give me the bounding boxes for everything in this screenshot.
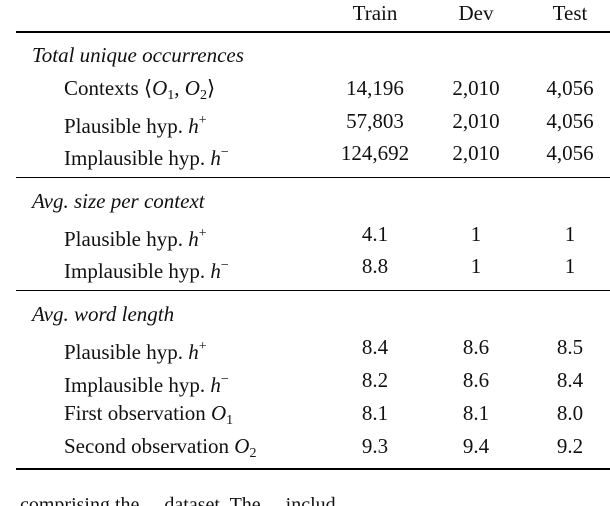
section-title: Total unique occurrences [32, 43, 244, 67]
cell-dev: 2,010 [452, 76, 500, 100]
rule-mid [16, 177, 610, 178]
table-row: Second observation O2 9.3 9.4 9.2 [16, 431, 610, 461]
column-header-train: Train [352, 1, 398, 25]
cell-test: 4,056 [546, 76, 594, 100]
cell-test: 8.4 [556, 368, 584, 392]
table-row: First observation O1 8.1 8.1 8.0 [16, 398, 610, 428]
table-row: Plausible hyp. h+ 57,803 2,010 4,056 [16, 106, 610, 138]
cell-dev: 1 [470, 222, 482, 246]
row-label: Plausible hyp. h+ [64, 226, 207, 251]
row-label: Contexts ⟨O1, O2⟩ [64, 76, 216, 103]
row-label: Plausible hyp. h+ [64, 113, 207, 138]
rule-mid [16, 290, 610, 291]
cell-train: 8.1 [361, 401, 389, 425]
row-label: Implausible hyp. h− [64, 145, 229, 170]
cell-train: 8.8 [361, 254, 389, 278]
section-title: Avg. size per context [32, 189, 205, 213]
cell-train: 124,692 [340, 141, 410, 165]
cell-dev: 8.6 [462, 335, 490, 359]
cell-test: 1 [564, 254, 576, 278]
table-row: Plausible hyp. h+ 8.4 8.6 8.5 [16, 332, 610, 364]
row-label: Implausible hyp. h− [64, 258, 229, 283]
table-row: Implausible hyp. h− 124,692 2,010 4,056 [16, 138, 610, 170]
cell-dev: 2,010 [452, 141, 500, 165]
cell-train: 14,196 [346, 76, 404, 100]
cell-train: 8.2 [361, 368, 389, 392]
column-header-dev: Dev [458, 1, 494, 25]
cell-train: 8.4 [361, 335, 389, 359]
row-label: First observation O1 [64, 401, 234, 428]
cell-test: 8.0 [556, 401, 584, 425]
cell-dev: 2,010 [452, 109, 500, 133]
cell-test: 4,056 [546, 109, 594, 133]
cell-train: 4.1 [361, 222, 389, 246]
column-header-test: Test [552, 1, 588, 25]
cell-dev: 9.4 [462, 434, 490, 458]
cell-dev: 1 [470, 254, 482, 278]
cell-train: 9.3 [361, 434, 389, 458]
section-title: Avg. word length [32, 302, 175, 326]
table-row: Implausible hyp. h− 8.2 8.6 8.4 [16, 365, 610, 397]
cell-test: 9.2 [556, 434, 584, 458]
table-row: Plausible hyp. h+ 4.1 1 1 [16, 219, 610, 251]
trailing-caption-fragment: ... comprising the ... dataset. The ... … [0, 494, 351, 506]
cell-test: 8.5 [556, 335, 584, 359]
row-label: Plausible hyp. h+ [64, 339, 207, 364]
cell-test: 1 [564, 222, 576, 246]
rule-top [16, 31, 610, 33]
cell-train: 57,803 [346, 109, 404, 133]
cell-dev: 8.6 [462, 368, 490, 392]
rule-bottom [16, 468, 610, 470]
cell-dev: 8.1 [462, 401, 490, 425]
table-row: Implausible hyp. h− 8.8 1 1 [16, 251, 610, 283]
row-label: Implausible hyp. h− [64, 372, 229, 397]
row-label: Second observation O2 [64, 434, 257, 461]
table-row: Contexts ⟨O1, O2⟩ 14,196 2,010 4,056 [16, 73, 610, 103]
cell-test: 4,056 [546, 141, 594, 165]
